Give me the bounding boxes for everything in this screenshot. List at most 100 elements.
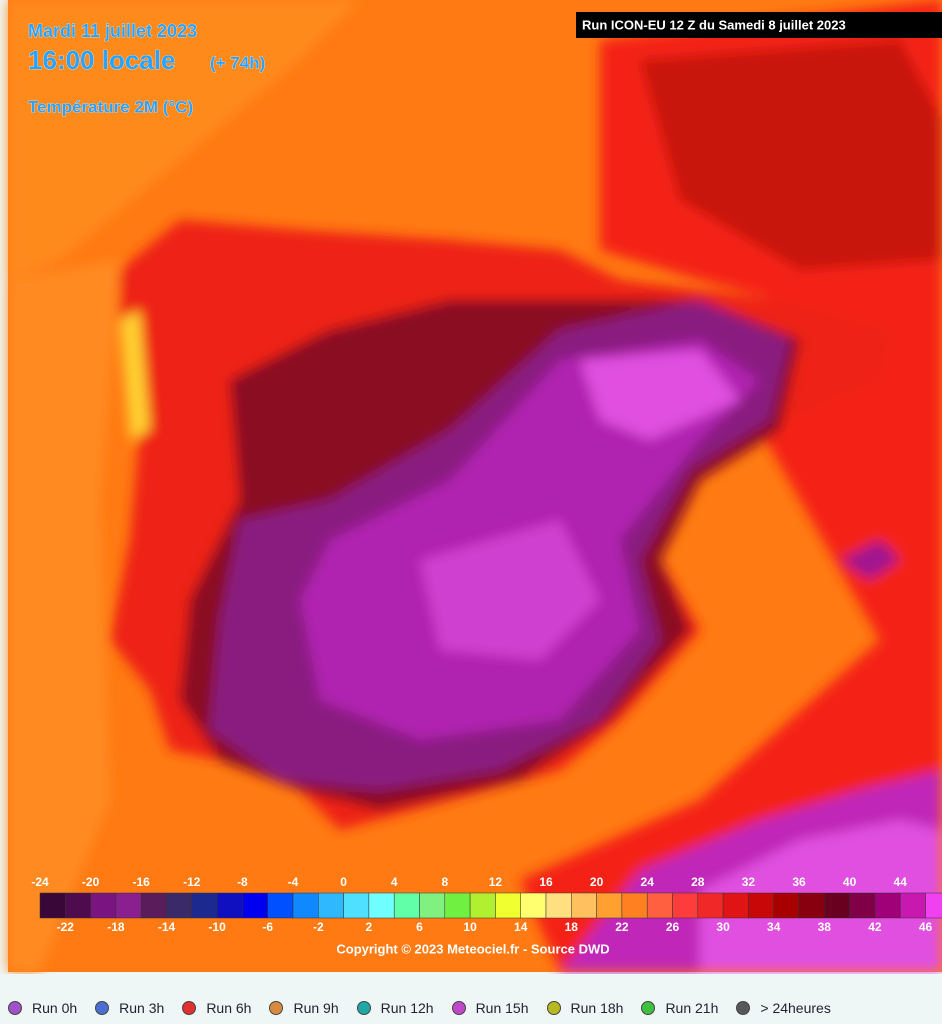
colorbar-label: 38 bbox=[818, 920, 832, 934]
color-swatch bbox=[393, 892, 420, 919]
colorbar-label: 36 bbox=[792, 875, 806, 889]
colorbar-label: 46 bbox=[919, 920, 933, 934]
color-swatch bbox=[824, 892, 850, 919]
run-icon bbox=[8, 1001, 22, 1015]
colorbar-label: 42 bbox=[868, 920, 882, 934]
run-icon bbox=[182, 1001, 197, 1015]
run-label: Run 0h bbox=[32, 1000, 78, 1016]
color-swatch bbox=[748, 892, 774, 919]
run-option[interactable]: Run 15h bbox=[451, 996, 529, 1020]
colorbar: -24 -20 -16 -12 -8 -4 0 4 8 12 16 20 24 28 32 36 40 44-22… bbox=[31, 875, 942, 934]
run-icon bbox=[641, 1001, 656, 1015]
color-swatch bbox=[722, 892, 749, 919]
colorbar-label: -2 bbox=[313, 920, 324, 934]
run-label: Run 9h bbox=[293, 1000, 339, 1016]
colorbar-label: 40 bbox=[843, 875, 857, 889]
run-info: Run ICON-EU 12 Z du Samedi 8 juillet 202… bbox=[582, 17, 846, 32]
color-swatch bbox=[39, 892, 66, 919]
color-swatch bbox=[65, 892, 91, 919]
run-option[interactable]: Run 21h bbox=[641, 996, 718, 1020]
color-swatch bbox=[368, 892, 395, 919]
colorbar-label: 4 bbox=[391, 875, 398, 889]
colorbar-label: 18 bbox=[565, 920, 579, 934]
colorbar-label: 8 bbox=[441, 875, 448, 889]
colorbar-label: 44 bbox=[894, 875, 908, 889]
colorbar-label: 28 bbox=[691, 875, 705, 889]
color-swatch bbox=[545, 892, 572, 919]
colorbar-label: 32 bbox=[742, 875, 756, 889]
color-swatch bbox=[140, 892, 167, 919]
color-swatch bbox=[697, 892, 724, 919]
run-option[interactable]: Run 3h bbox=[95, 996, 164, 1020]
run-box bbox=[576, 12, 942, 38]
colorbar-label: -24 bbox=[31, 875, 49, 889]
color-swatch bbox=[874, 892, 901, 919]
color-swatch bbox=[925, 892, 942, 919]
forecast-offset: (+ 74h) bbox=[210, 53, 265, 72]
color-swatch bbox=[419, 892, 446, 919]
color-swatch bbox=[267, 892, 294, 919]
run-option[interactable]: Run 12h bbox=[356, 996, 434, 1020]
color-swatch bbox=[242, 892, 268, 919]
color-swatch bbox=[798, 892, 825, 919]
color-swatch bbox=[495, 892, 521, 919]
colorbar-label: -4 bbox=[288, 875, 299, 889]
run-option[interactable]: Run 18h bbox=[546, 996, 623, 1020]
run-selector: Run 0h Run 3h Run 6h Run 9h Run 12h Run 15h Ru… bbox=[0, 996, 942, 1020]
run-icon bbox=[736, 1001, 751, 1015]
color-swatch bbox=[292, 892, 319, 919]
colorbar-label: -20 bbox=[82, 875, 100, 889]
run-icon bbox=[451, 1001, 466, 1015]
colorbar-label: 26 bbox=[666, 920, 680, 934]
color-swatch bbox=[672, 892, 699, 919]
run-label: Run 15h bbox=[475, 1000, 529, 1016]
color-swatch bbox=[90, 892, 117, 919]
temperature-field bbox=[8, 0, 942, 972]
run-label: Run 3h bbox=[119, 1000, 165, 1016]
colorbar-label: 16 bbox=[539, 875, 553, 889]
color-swatch bbox=[899, 892, 926, 919]
colorbar-label: 2 bbox=[366, 920, 373, 934]
local-time: 16:00 locale bbox=[28, 45, 175, 75]
run-option[interactable]: > 24heures bbox=[736, 996, 831, 1020]
color-swatch bbox=[773, 892, 800, 919]
color-swatch bbox=[646, 892, 673, 919]
run-option[interactable]: Run 6h bbox=[182, 996, 251, 1020]
run-icon bbox=[546, 1001, 561, 1015]
run-label: Run 6h bbox=[206, 1000, 252, 1016]
map: Mardi 11 juillet 2023 16:00 locale (+ 74… bbox=[8, 0, 942, 972]
color-swatch bbox=[343, 892, 370, 919]
colorbar-label: -16 bbox=[133, 875, 151, 889]
color-swatch bbox=[621, 892, 648, 919]
variable: Température 2M (°C) bbox=[28, 97, 193, 116]
run-option[interactable]: Run 9h bbox=[269, 996, 339, 1020]
colorbar-label: 34 bbox=[767, 920, 781, 934]
colorbar-label: -14 bbox=[158, 920, 176, 934]
colorbar-label: 6 bbox=[416, 920, 423, 934]
colorbar-label: 24 bbox=[641, 875, 655, 889]
colorbar-label: -10 bbox=[208, 920, 226, 934]
copyright: Copyright © 2023 Meteociel.fr - Source D… bbox=[336, 941, 609, 956]
run-icon bbox=[356, 1001, 371, 1015]
colorbar-label: 22 bbox=[615, 920, 629, 934]
run-icon bbox=[269, 1001, 284, 1015]
colorbar-label: 20 bbox=[590, 875, 604, 889]
color-swatch bbox=[469, 892, 496, 919]
color-swatch bbox=[216, 892, 243, 919]
colorbar-label: -22 bbox=[57, 920, 75, 934]
colorbar-label: -12 bbox=[183, 875, 201, 889]
run-label: Run 12h bbox=[380, 1000, 434, 1016]
colorbar-label: -8 bbox=[237, 875, 248, 889]
run-option[interactable]: Run 0h bbox=[8, 996, 77, 1020]
colorbar-label: 14 bbox=[514, 920, 528, 934]
colorbar-label: -6 bbox=[262, 920, 273, 934]
color-swatch bbox=[571, 892, 597, 919]
colorbar-label: 12 bbox=[489, 875, 503, 889]
color-swatch bbox=[191, 892, 218, 919]
colorbar-label: 0 bbox=[340, 875, 347, 889]
run-label: Run 21h bbox=[665, 1000, 719, 1016]
color-swatch bbox=[115, 892, 142, 919]
color-swatch bbox=[849, 892, 876, 919]
